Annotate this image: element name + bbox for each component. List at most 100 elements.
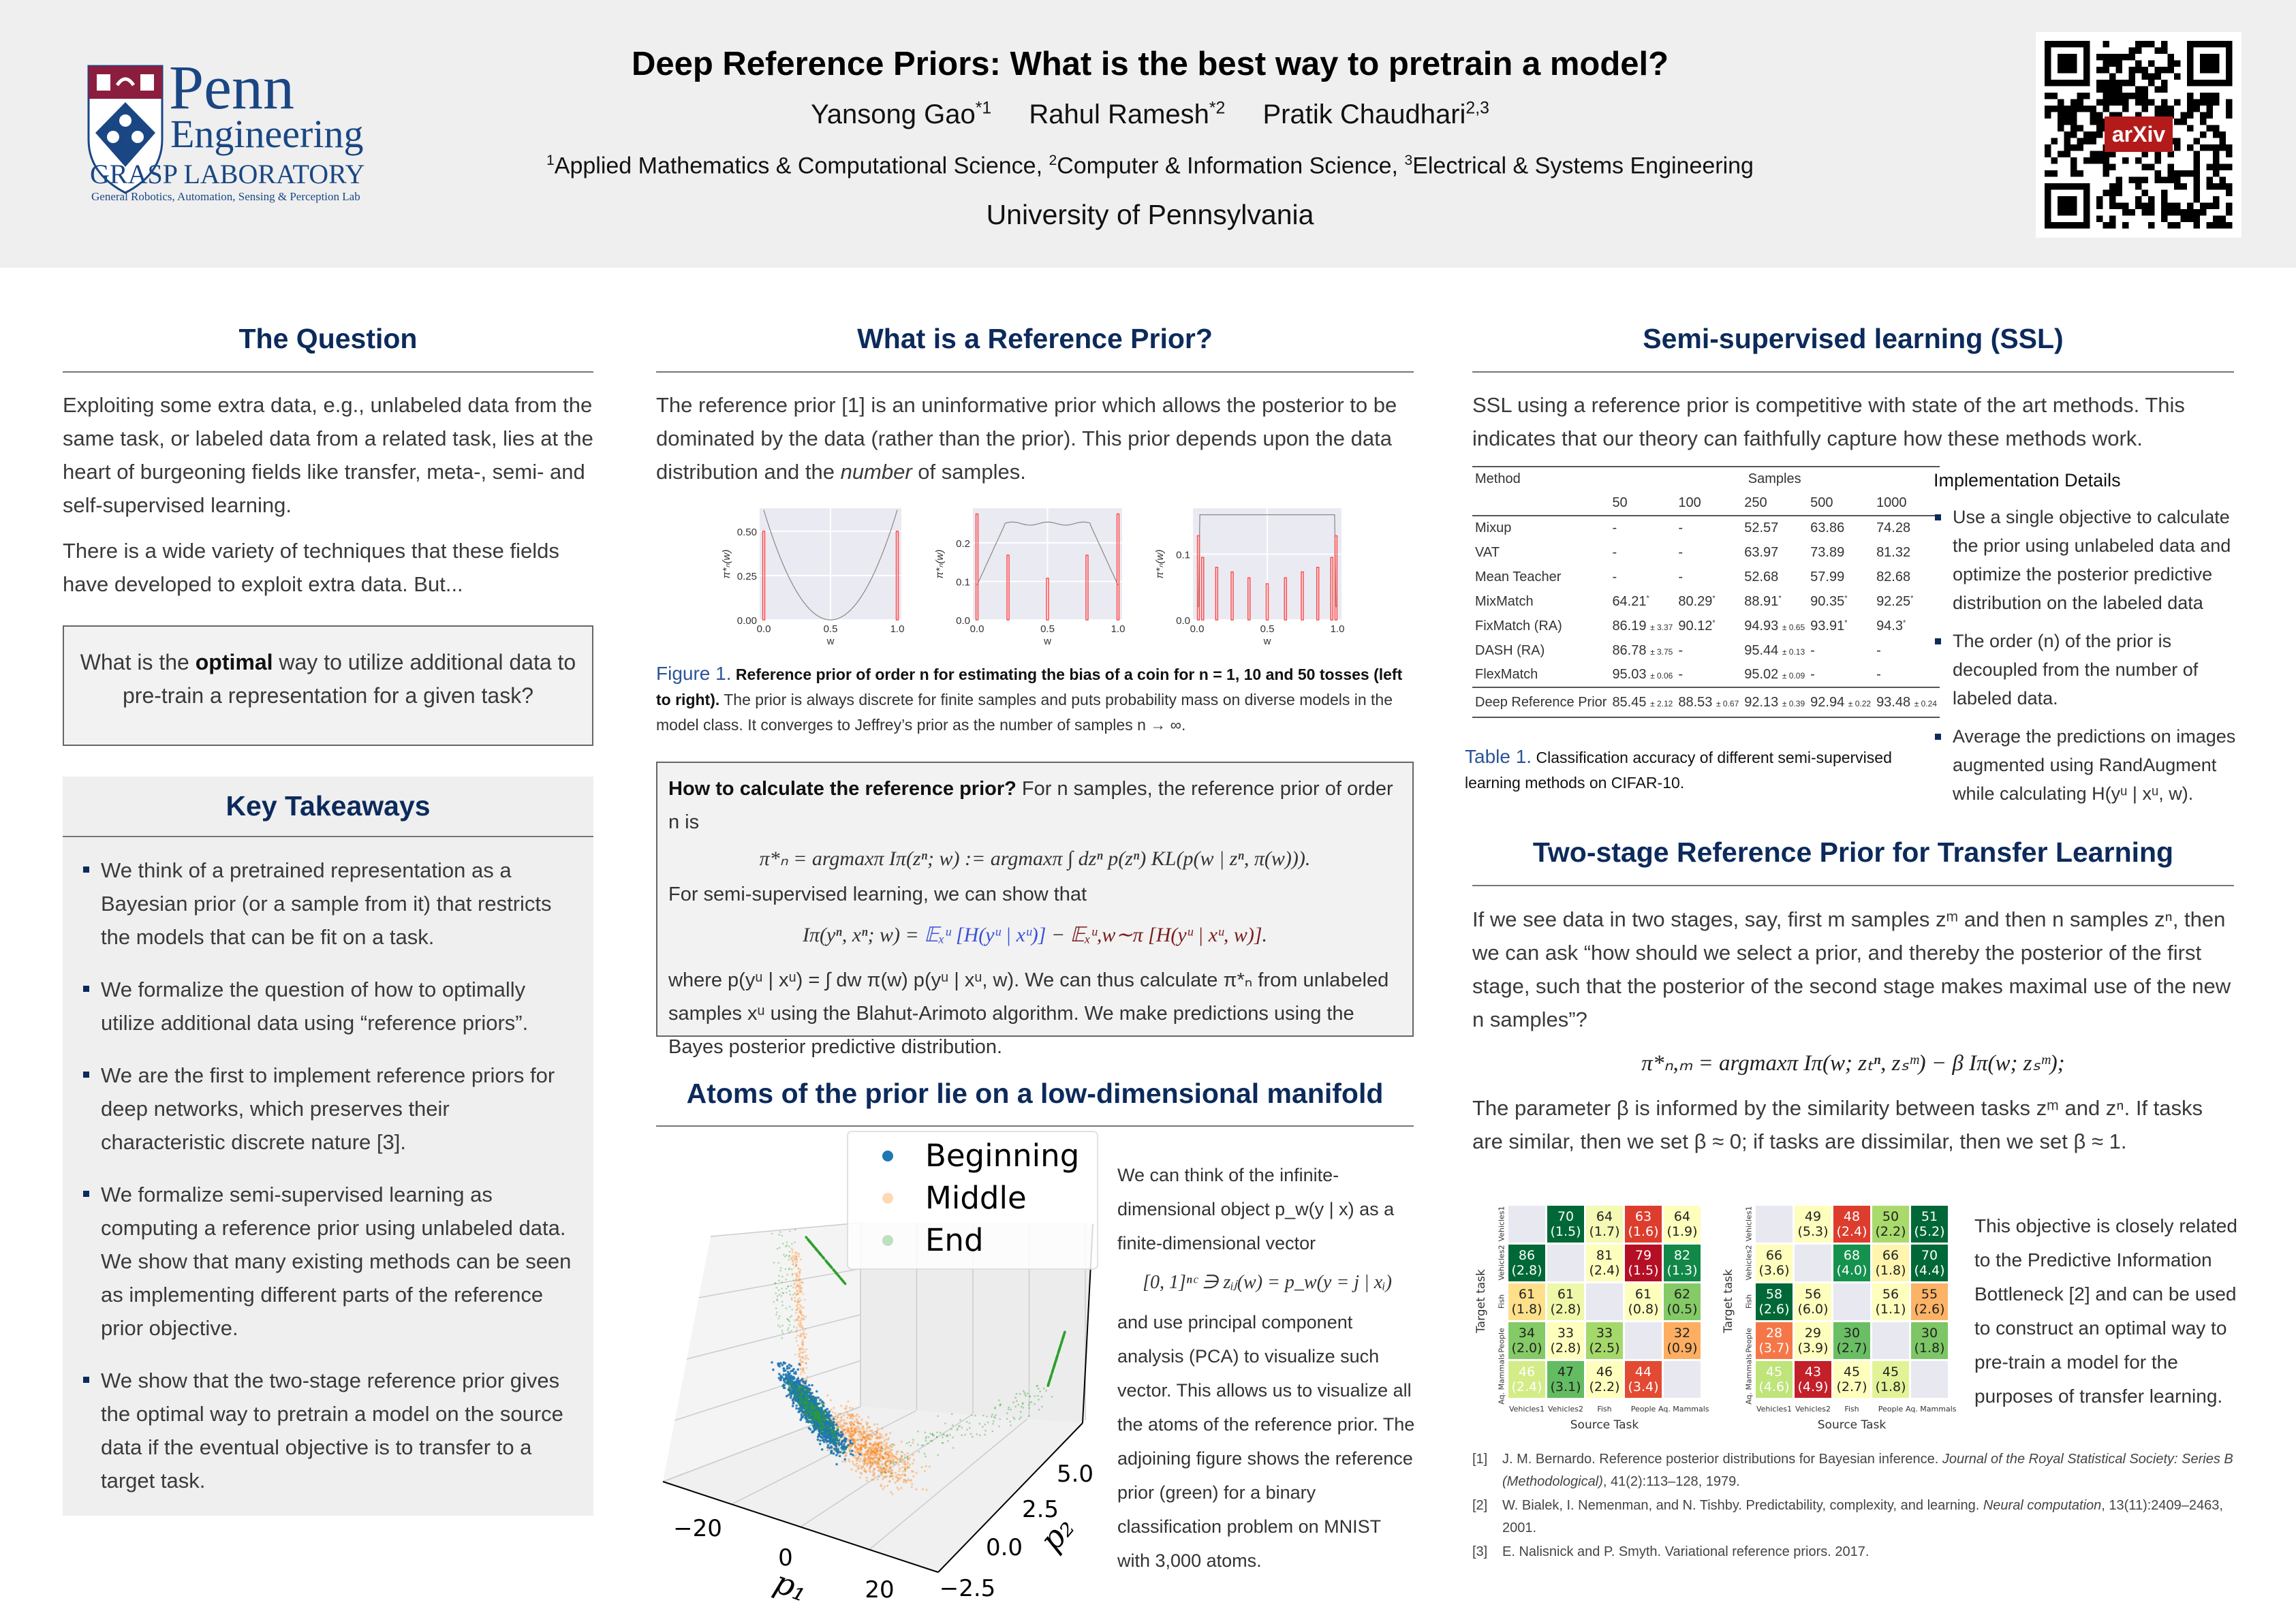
y-tick-label: 0.00 — [737, 615, 757, 627]
table-cell: 80.29* — [1678, 593, 1716, 609]
y-tick-label: 0.25 — [737, 571, 757, 582]
p2-tick-label: 5.0 — [1057, 1461, 1093, 1488]
prior-atom-bar — [1334, 535, 1338, 621]
heatmap-cell — [1508, 1206, 1545, 1243]
heatmap-cell: 63 (1.6) — [1625, 1206, 1662, 1243]
heatmap-x-label: Aq. Mammals — [1906, 1405, 1957, 1414]
p2-axis — [937, 1422, 1083, 1573]
takeaway-item: We formalize the question of how to opti… — [82, 973, 577, 1040]
y-tick-label: 0.50 — [737, 527, 757, 538]
method-name: VAT — [1475, 544, 1500, 560]
heatmap-cell: 46 (2.4) — [1508, 1361, 1545, 1398]
heatmap-cell: 45 (4.6) — [1756, 1361, 1793, 1398]
coin-prior-plot-n50: 0.0 0.1 0.0 0.5 1.0 w π*ₙ(w) — [1154, 508, 1344, 647]
x-tick-label: 0.0 — [1190, 623, 1205, 635]
heatmap-cell: 81 (2.4) — [1586, 1245, 1623, 1281]
qr-code[interactable]: arXiv — [2036, 32, 2241, 238]
equation-ssl: Iπ(yⁿ, xⁿ; w) = 𝔼ₓᵘ [H(yᵘ | xᵘ)] − 𝔼ₓᵘ,w… — [802, 924, 1268, 946]
calculation-box: How to calculate the reference prior? Fo… — [656, 762, 1414, 1058]
table-cell: 64.21* — [1612, 593, 1649, 609]
table-cell: 93.48 ± 0.24 — [1876, 694, 1937, 710]
end-points — [783, 1374, 851, 1454]
heatmap-cell: 56 (6.0) — [1795, 1283, 1831, 1320]
heatmap-cell: 44 (3.4) — [1625, 1361, 1662, 1398]
heatmap-x-label: Vehicles2 — [1547, 1405, 1584, 1414]
table-cell: 86.19 ± 3.37 — [1612, 618, 1673, 634]
table-cell: - — [1678, 520, 1684, 535]
jeffreys-curve — [1197, 514, 1337, 608]
university: University of Pennsylvania — [986, 199, 1314, 230]
author: Pratik Chaudhari2,3 — [1262, 99, 1489, 130]
scatter-legend: Beginning Middle End — [847, 1131, 1098, 1270]
heatmap-cell — [1664, 1361, 1701, 1398]
end-points — [1046, 1330, 1066, 1387]
heatmap-cell: 79 (1.5) — [1625, 1245, 1662, 1281]
affiliations: 1Applied Mathematics & Computational Sci… — [546, 153, 1754, 179]
logo-lab-subtitle: General Robotics, Automation, Sensing & … — [91, 190, 360, 203]
question-callout: What is the optimal way to utilize addit… — [63, 625, 593, 746]
legend-label: Middle — [925, 1180, 1027, 1216]
takeaways-list: We think of a pretrained representation … — [63, 837, 593, 1497]
table-cell: 88.53 ± 0.67 — [1678, 694, 1739, 710]
legend-label: Beginning — [925, 1138, 1079, 1174]
x-tick-label: 0.5 — [1040, 623, 1055, 635]
table-cell: - — [1612, 544, 1617, 560]
heatmap-x-label: People — [1878, 1405, 1904, 1414]
transfer-side-text: This objective is closely related to the… — [1974, 1215, 2237, 1407]
method-name: DASH (RA) — [1475, 642, 1545, 658]
prior-atom-bar — [762, 531, 766, 621]
p2-tick-label: −2.5 — [940, 1575, 996, 1602]
table-row: FixMatch (RA) 86.19 ± 3.37 90.12* 94.93 ± 0… — [1472, 614, 1940, 638]
prior-atom-bar — [1301, 571, 1304, 621]
implementation-list: Use a single objective to calculate the … — [1934, 503, 2241, 808]
heatmap-cell: 66 (3.6) — [1756, 1245, 1793, 1281]
table-cell: - — [1876, 667, 1881, 682]
logo-lab: GRASP LABORATORY — [90, 159, 365, 189]
author-list: Yansong Gao*1 Rahul Ramesh*2 Pratik Chau… — [409, 99, 1891, 130]
heatmap-cell — [1625, 1322, 1662, 1359]
method-name: FlexMatch — [1475, 667, 1538, 682]
heatmap-cell: 28 (3.7) — [1756, 1322, 1793, 1359]
table-cell: 85.45 ± 2.12 — [1612, 694, 1673, 710]
table-row: Mixup - - 52.57 63.86 74.28 — [1472, 516, 1940, 540]
heatmap-cell: 43 (4.9) — [1795, 1361, 1831, 1398]
two-stage-text: If we see data in two stages, say, first… — [1472, 907, 2231, 1031]
heatmap-cell: 68 (4.0) — [1833, 1245, 1870, 1281]
x-tick-label: 0.0 — [757, 623, 771, 635]
heatmap-cell: 61 (2.8) — [1547, 1283, 1584, 1320]
x-tick-label: 1.0 — [1331, 623, 1345, 635]
takeaway-item: We are the first to implement reference … — [82, 1059, 577, 1159]
table-cell: - — [1612, 569, 1617, 584]
ssl-text: SSL using a reference prior is competiti… — [1472, 393, 2185, 450]
table-cell: - — [1810, 667, 1815, 682]
heatmap-y-label: Aq. Mammals — [1744, 1354, 1754, 1405]
heatmap-cell: 45 (1.8) — [1872, 1361, 1909, 1398]
legend-label: End — [925, 1222, 984, 1258]
prior-atom-bar — [1196, 535, 1200, 621]
heatmap-cell: 48 (2.4) — [1833, 1206, 1870, 1243]
table-cell: - — [1678, 642, 1684, 658]
table-cell: 93.91* — [1810, 618, 1848, 634]
heatmap-x-label: Fish — [1597, 1405, 1612, 1414]
table-row: DASH (RA) 86.78 ± 3.75-95.44 ± 0.13- - — [1472, 638, 1940, 663]
heatmap-cell — [1833, 1283, 1870, 1320]
heatmap-cell: 33 (2.5) — [1586, 1322, 1623, 1359]
paragraph: There is a wide variety of techniques th… — [63, 539, 559, 596]
method-name: MixMatch — [1475, 593, 1534, 609]
penn-shield-logo — [87, 65, 164, 194]
x-axis-label: w — [1043, 636, 1051, 647]
table-cell: 88.91* — [1744, 593, 1782, 609]
heatmap-cell: 34 (2.0) — [1508, 1322, 1545, 1359]
x-axis-label: w — [1263, 636, 1271, 647]
y-axis-label: π*ₙ(w) — [1154, 550, 1166, 579]
section-heading-ssl: Semi-supervised learning (SSL) — [1643, 323, 2064, 354]
heatmap-cell: 58 (2.6) — [1756, 1283, 1793, 1320]
logo-penn: Penn — [169, 52, 294, 122]
column-header-samples: Samples — [1748, 471, 1801, 486]
references: [1] J. M. Bernardo. Reference posterior d… — [1472, 1448, 2235, 1565]
table-row: MixMatch 64.21* 80.29* 88.91* 90.35* 92.25* — [1472, 589, 1940, 614]
heatmap-cell: 61 (1.8) — [1508, 1283, 1545, 1320]
column-header: 250 — [1744, 495, 1767, 510]
y-tick-label: 0.0 — [1176, 615, 1190, 627]
